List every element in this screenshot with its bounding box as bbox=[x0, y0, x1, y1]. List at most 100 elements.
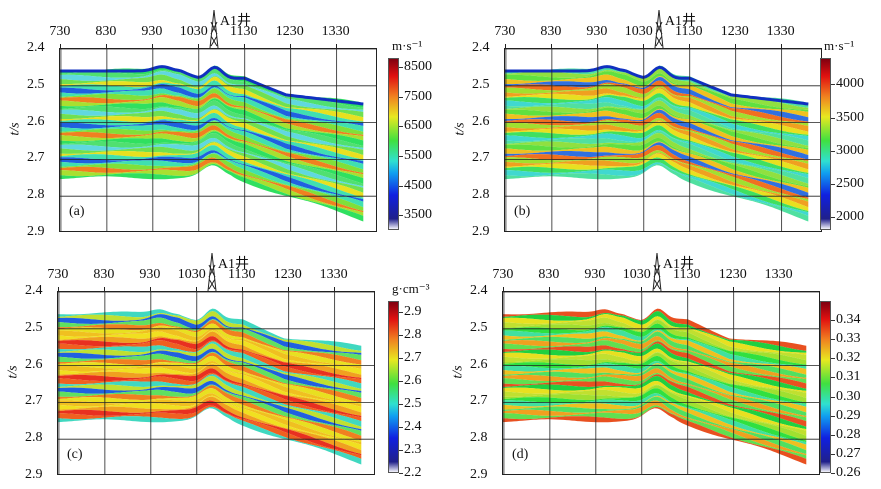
x-tick-mark bbox=[642, 44, 644, 48]
colorbar-tick-label: 5500 bbox=[399, 147, 432, 163]
layer-band bbox=[58, 326, 362, 369]
layer-band bbox=[503, 326, 807, 369]
y-tick-label: 2.5 bbox=[470, 319, 488, 335]
layer-band bbox=[60, 157, 364, 213]
layer-band bbox=[505, 142, 809, 198]
x-tick-mark bbox=[548, 287, 550, 291]
panel-label: (a) bbox=[69, 204, 85, 219]
colorbar-unit: m·s⁻¹ bbox=[392, 38, 423, 53]
plot-area bbox=[59, 48, 377, 232]
layer-band bbox=[60, 80, 364, 123]
panel-label: (c) bbox=[67, 447, 83, 462]
layer-band bbox=[505, 145, 809, 200]
x-tick-mark bbox=[596, 44, 598, 48]
x-tick-mark bbox=[195, 287, 197, 291]
layer-band bbox=[60, 121, 364, 173]
x-tick-mark bbox=[550, 44, 552, 48]
x-tick-label: 930 bbox=[586, 24, 608, 39]
colorbar-tick-label: 0.29 bbox=[831, 407, 861, 423]
well-label: A1井 bbox=[664, 14, 696, 29]
layer-band bbox=[505, 133, 809, 187]
top-horizon bbox=[505, 65, 809, 106]
x-tick-mark bbox=[57, 287, 59, 291]
colorbar bbox=[388, 58, 399, 230]
colorbar-tick-label: 3500 bbox=[831, 109, 864, 125]
colorbar-tick-label: 0.27 bbox=[831, 445, 861, 461]
colorbar-tick-label: 2.8 bbox=[399, 327, 422, 343]
x-tick-label: 930 bbox=[139, 267, 161, 282]
y-tick-label: 2.6 bbox=[25, 356, 43, 372]
x-tick-mark bbox=[734, 44, 736, 48]
colorbar-tick-label: 2.7 bbox=[399, 350, 422, 366]
layer-band bbox=[58, 311, 362, 353]
colorbar bbox=[820, 301, 831, 473]
layer-band bbox=[503, 388, 807, 443]
plot-area bbox=[504, 48, 822, 232]
colorbar-tick-label: 3000 bbox=[831, 142, 864, 158]
colorbar-tick-label: 7500 bbox=[399, 88, 432, 104]
x-tick-label: 1230 bbox=[273, 267, 302, 282]
colorbar-tick-label: 3500 bbox=[399, 207, 432, 223]
colorbar-tick-label: 8500 bbox=[399, 58, 432, 74]
x-tick-mark bbox=[502, 287, 504, 291]
x-tick-label: 930 bbox=[141, 24, 163, 39]
y-tick-label: 2.8 bbox=[470, 430, 488, 446]
x-tick-label: 730 bbox=[492, 267, 514, 282]
y-tick-label: 2.6 bbox=[470, 356, 488, 372]
colorbar bbox=[820, 58, 831, 230]
x-tick-label: 1030 bbox=[622, 267, 651, 282]
y-tick-label: 2.4 bbox=[472, 40, 490, 55]
y-tick-label: 2.7 bbox=[25, 393, 43, 409]
x-tick-mark bbox=[287, 287, 289, 291]
x-tick-label: 1130 bbox=[674, 24, 703, 39]
layer-band bbox=[58, 314, 362, 355]
layer-band bbox=[505, 80, 809, 123]
layer-band bbox=[505, 105, 809, 150]
x-tick-mark bbox=[688, 44, 690, 48]
layer-band bbox=[60, 74, 364, 118]
x-tick-label: 1230 bbox=[275, 24, 304, 39]
x-tick-label: 930 bbox=[584, 267, 606, 282]
layer-band bbox=[505, 71, 809, 112]
x-tick-label: 1330 bbox=[321, 24, 350, 39]
colorbar-tick-label: 2.2 bbox=[399, 465, 422, 480]
x-tick-label: 1030 bbox=[177, 267, 206, 282]
y-axis-label: t/s bbox=[7, 122, 23, 136]
panel-label: (b) bbox=[514, 204, 531, 219]
layer-band bbox=[60, 71, 364, 112]
layer-band bbox=[58, 317, 362, 361]
colorbar-tick-label: 2.5 bbox=[399, 396, 422, 412]
layer-band bbox=[60, 142, 364, 198]
well-derrick-icon bbox=[654, 10, 664, 48]
layer-band bbox=[58, 400, 362, 456]
layer-band bbox=[60, 100, 364, 148]
layer-band bbox=[58, 376, 362, 430]
well-derrick-icon bbox=[207, 253, 217, 291]
layer-band bbox=[60, 145, 364, 200]
layer-band bbox=[60, 112, 364, 161]
colorbar-tick-label: 2500 bbox=[831, 175, 864, 191]
well-derrick-icon bbox=[652, 253, 662, 291]
x-tick-label: 1030 bbox=[179, 24, 208, 39]
y-tick-label: 2.9 bbox=[472, 224, 490, 239]
x-tick-mark bbox=[594, 287, 596, 291]
x-tick-label: 1030 bbox=[624, 24, 653, 39]
colorbar-unit: g·cm⁻³ bbox=[392, 281, 430, 296]
colorbar-tick-label: 2000 bbox=[831, 208, 864, 224]
layer-band bbox=[503, 317, 807, 361]
plot-area bbox=[502, 291, 820, 475]
x-tick-mark bbox=[289, 44, 291, 48]
layer-band bbox=[60, 133, 364, 187]
x-tick-label: 1330 bbox=[766, 24, 795, 39]
layer-band bbox=[503, 364, 807, 416]
x-tick-label: 730 bbox=[494, 24, 516, 39]
plot-area bbox=[57, 291, 375, 475]
layer-band bbox=[505, 112, 809, 161]
layer-band bbox=[58, 348, 362, 393]
layer-band bbox=[60, 93, 364, 137]
layer-band bbox=[58, 385, 362, 441]
layer-band bbox=[503, 336, 807, 380]
x-tick-mark bbox=[640, 287, 642, 291]
y-tick-label: 2.5 bbox=[472, 76, 490, 92]
layer-band bbox=[58, 343, 362, 391]
